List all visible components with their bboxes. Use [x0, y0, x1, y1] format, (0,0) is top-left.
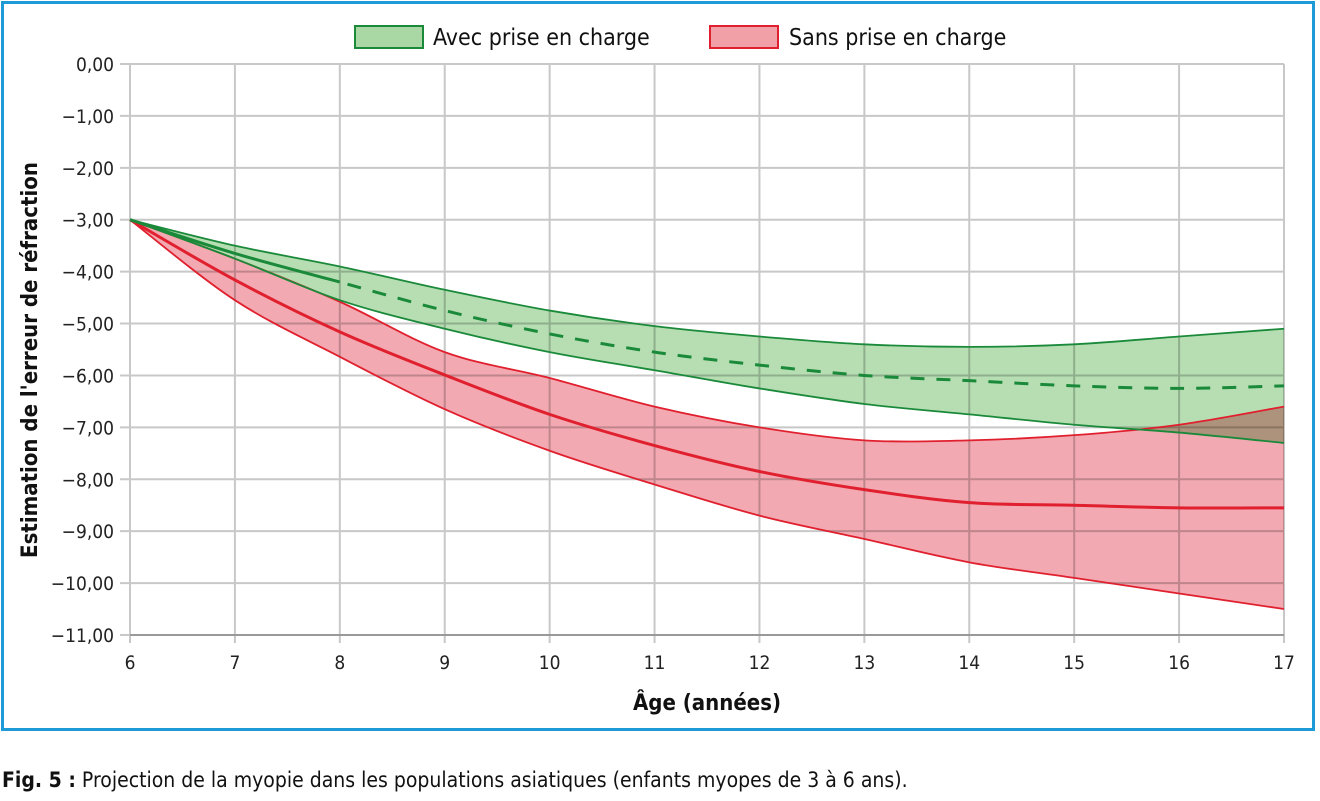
x-tick-label: 11 — [644, 652, 666, 674]
x-tick-label: 17 — [1273, 652, 1295, 674]
x-tick-label: 13 — [853, 652, 875, 674]
x-tick-label: 9 — [439, 652, 450, 674]
lower-line-avec — [129, 218, 1285, 444]
y-tick-label: −7,00 — [62, 417, 114, 439]
band-avec — [130, 219, 1284, 443]
legend: Avec prise en charge Sans prise en charg… — [354, 25, 1006, 51]
x-tick-labels: 6 7 8 9 10 11 12 13 14 15 16 17 — [125, 652, 1295, 674]
x-tick-label: 10 — [539, 652, 561, 674]
y-tick-label: −3,00 — [62, 210, 114, 232]
legend-swatch-avec — [354, 25, 424, 49]
y-tick-label: −1,00 — [62, 106, 114, 128]
caption-text: Projection de la myopie dans les populat… — [75, 768, 908, 792]
y-tick-label: −9,00 — [62, 521, 114, 543]
y-tick-label: −5,00 — [62, 314, 114, 336]
x-tick-label: 7 — [229, 652, 240, 674]
caption-label: Fig. 5 : — [2, 768, 76, 792]
x-tick-label: 12 — [749, 652, 771, 674]
x-tick-label: 8 — [334, 652, 345, 674]
y-tick-label: −10,00 — [51, 573, 114, 595]
lines — [129, 218, 1285, 610]
x-tick-label: 14 — [958, 652, 980, 674]
bands — [130, 219, 1284, 610]
y-tick-label: −4,00 — [62, 262, 114, 284]
legend-label-avec: Avec prise en charge — [433, 25, 650, 51]
y-tick-label: −11,00 — [51, 625, 114, 647]
x-tick-label: 15 — [1063, 652, 1085, 674]
chart: 0,00 −1,00 −2,00 −3,00 −4,00 −5,00 −6,00 −7,00 −… — [18, 25, 1295, 716]
y-tick-label: −2,00 — [62, 158, 114, 180]
x-axis-title: Âge (années) — [633, 690, 781, 716]
legend-swatch-sans — [709, 25, 779, 49]
upper-line-avec — [129, 218, 1285, 348]
y-axis-title: Estimation de l'erreur de réfraction — [18, 162, 43, 558]
y-tick-label: −8,00 — [62, 469, 114, 491]
mean-line-dashed-avec — [339, 280, 1285, 390]
y-tick-labels: 0,00 −1,00 −2,00 −3,00 −4,00 −5,00 −6,00 −7,00 −… — [51, 54, 114, 647]
x-tick-label: 16 — [1168, 652, 1190, 674]
legend-label-sans: Sans prise en charge — [789, 25, 1006, 51]
x-tick-label: 6 — [125, 652, 136, 674]
lower-line-sans — [129, 219, 1285, 610]
mean-line-sans — [129, 218, 1285, 510]
figure-caption: Fig. 5 : Projection de la myopie dans le… — [2, 768, 908, 792]
y-tick-label: 0,00 — [76, 54, 114, 76]
mean-line-solid-avec — [129, 218, 341, 284]
band-sans — [130, 219, 1284, 610]
y-tick-label: −6,00 — [62, 365, 114, 387]
chart-frame — [1, 1, 1315, 731]
